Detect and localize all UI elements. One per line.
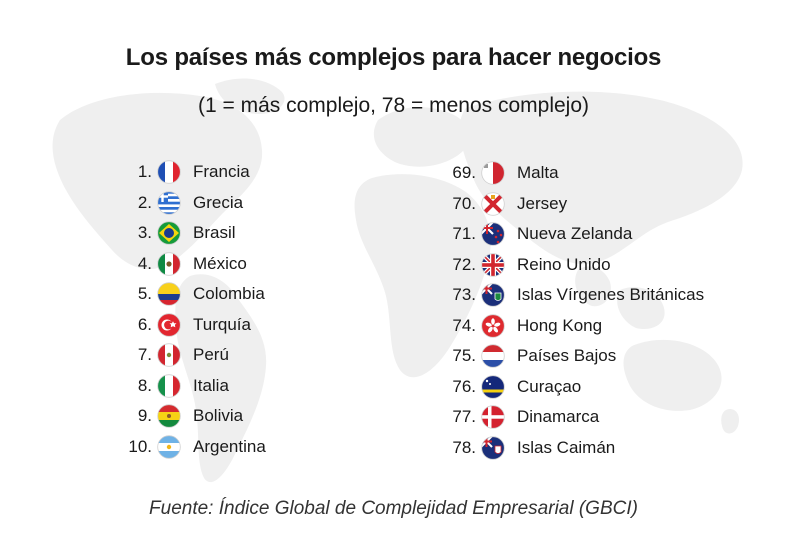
rank-number: 3. <box>137 223 152 243</box>
rank-number: 76. <box>452 376 476 396</box>
country-name: Reino Unido <box>517 254 611 274</box>
country-name: Italia <box>193 375 229 395</box>
france-flag-icon <box>157 160 181 184</box>
least-complex-list: 69. Malta 70. Jersey 71. Nueva Zelanda 72. Rein… <box>442 158 704 463</box>
ranking-row: 7. Perú <box>118 340 266 371</box>
rank-number: 72. <box>452 254 476 274</box>
rank-number: 78. <box>452 437 476 457</box>
british-virgin-islands-flag-icon <box>481 283 505 307</box>
malta-flag-icon <box>481 161 505 185</box>
chart-title: Los países más complejos para hacer nego… <box>125 44 662 71</box>
bolivia-flag-icon <box>157 404 181 428</box>
argentina-flag-icon <box>157 435 181 459</box>
rank-number: 71. <box>452 224 476 244</box>
country-name: Islas Caimán <box>517 437 616 457</box>
ranking-row: 70. Jersey <box>442 189 704 220</box>
source-note: Fuente: Índice Global de Complejidad Emp… <box>149 498 638 519</box>
rank-number: 9. <box>137 406 152 426</box>
most-complex-list: 1. Francia 2. Grecia 3. Brasil 4. México 5. Colom… <box>118 157 266 462</box>
rank-number: 74. <box>452 315 476 335</box>
ranking-row: 5. Colombia <box>118 279 266 310</box>
ranking-row: 76. Curaçao <box>442 372 704 403</box>
cayman-islands-flag-icon <box>481 436 505 460</box>
country-name: Perú <box>193 345 229 365</box>
country-name: Países Bajos <box>517 346 617 366</box>
new-zealand-flag-icon <box>481 222 505 246</box>
rank-number: 4. <box>137 253 152 273</box>
italy-flag-icon <box>157 374 181 398</box>
ranking-row: 71. Nueva Zelanda <box>442 219 704 250</box>
peru-flag-icon <box>157 343 181 367</box>
jersey-flag-icon <box>481 192 505 216</box>
rank-number: 2. <box>137 192 152 212</box>
denmark-flag-icon <box>481 405 505 429</box>
colombia-flag-icon <box>157 282 181 306</box>
country-name: Brasil <box>193 223 236 243</box>
brazil-flag-icon <box>157 221 181 245</box>
rank-number: 75. <box>452 346 476 366</box>
rank-number: 69. <box>452 163 476 183</box>
country-name: Curaçao <box>517 376 582 396</box>
rank-number: 7. <box>137 345 152 365</box>
country-name: Malta <box>517 163 559 183</box>
country-name: Bolivia <box>193 406 244 426</box>
ranking-row: 72. Reino Unido <box>442 250 704 281</box>
greece-flag-icon <box>157 191 181 215</box>
rank-number: 1. <box>137 162 152 182</box>
rank-number: 73. <box>452 285 476 305</box>
netherlands-flag-icon <box>481 344 505 368</box>
rank-number: 6. <box>137 314 152 334</box>
ranking-row: 77. Dinamarca <box>442 402 704 433</box>
ranking-row: 78. Islas Caimán <box>442 433 704 464</box>
ranking-row: 1. Francia <box>118 157 266 188</box>
rank-number: 10. <box>128 436 152 456</box>
country-name: Francia <box>193 162 250 182</box>
ranking-row: 75. Países Bajos <box>442 341 704 372</box>
chart-subtitle: (1 = más complejo, 78 = menos complejo) <box>197 94 589 117</box>
rank-number: 70. <box>452 193 476 213</box>
curacao-flag-icon <box>481 375 505 399</box>
ranking-row: 73. Islas Vírgenes Británicas <box>442 280 704 311</box>
ranking-row: 4. México <box>118 249 266 280</box>
country-name: Hong Kong <box>517 315 603 335</box>
ranking-row: 74. Hong Kong <box>442 311 704 342</box>
rank-number: 5. <box>137 284 152 304</box>
hong-kong-flag-icon <box>481 314 505 338</box>
country-name: Jersey <box>517 193 568 213</box>
rank-number: 77. <box>452 407 476 427</box>
ranking-row: 10. Argentina <box>118 432 266 463</box>
country-name: Turquía <box>193 314 251 334</box>
ranking-row: 69. Malta <box>442 158 704 189</box>
rank-number: 8. <box>137 375 152 395</box>
country-name: México <box>193 253 247 273</box>
country-name: Nueva Zelanda <box>517 224 633 244</box>
country-name: Argentina <box>193 436 266 456</box>
country-name: Islas Vírgenes Británicas <box>517 285 705 305</box>
ranking-row: 9. Bolivia <box>118 401 266 432</box>
united-kingdom-flag-icon <box>481 253 505 277</box>
ranking-row: 3. Brasil <box>118 218 266 249</box>
ranking-row: 2. Grecia <box>118 188 266 219</box>
country-name: Colombia <box>193 284 265 304</box>
country-name: Grecia <box>193 192 244 212</box>
country-name: Dinamarca <box>517 407 600 427</box>
mexico-flag-icon <box>157 252 181 276</box>
ranking-row: 6. Turquía <box>118 310 266 341</box>
ranking-row: 8. Italia <box>118 371 266 402</box>
turkey-flag-icon <box>157 313 181 337</box>
